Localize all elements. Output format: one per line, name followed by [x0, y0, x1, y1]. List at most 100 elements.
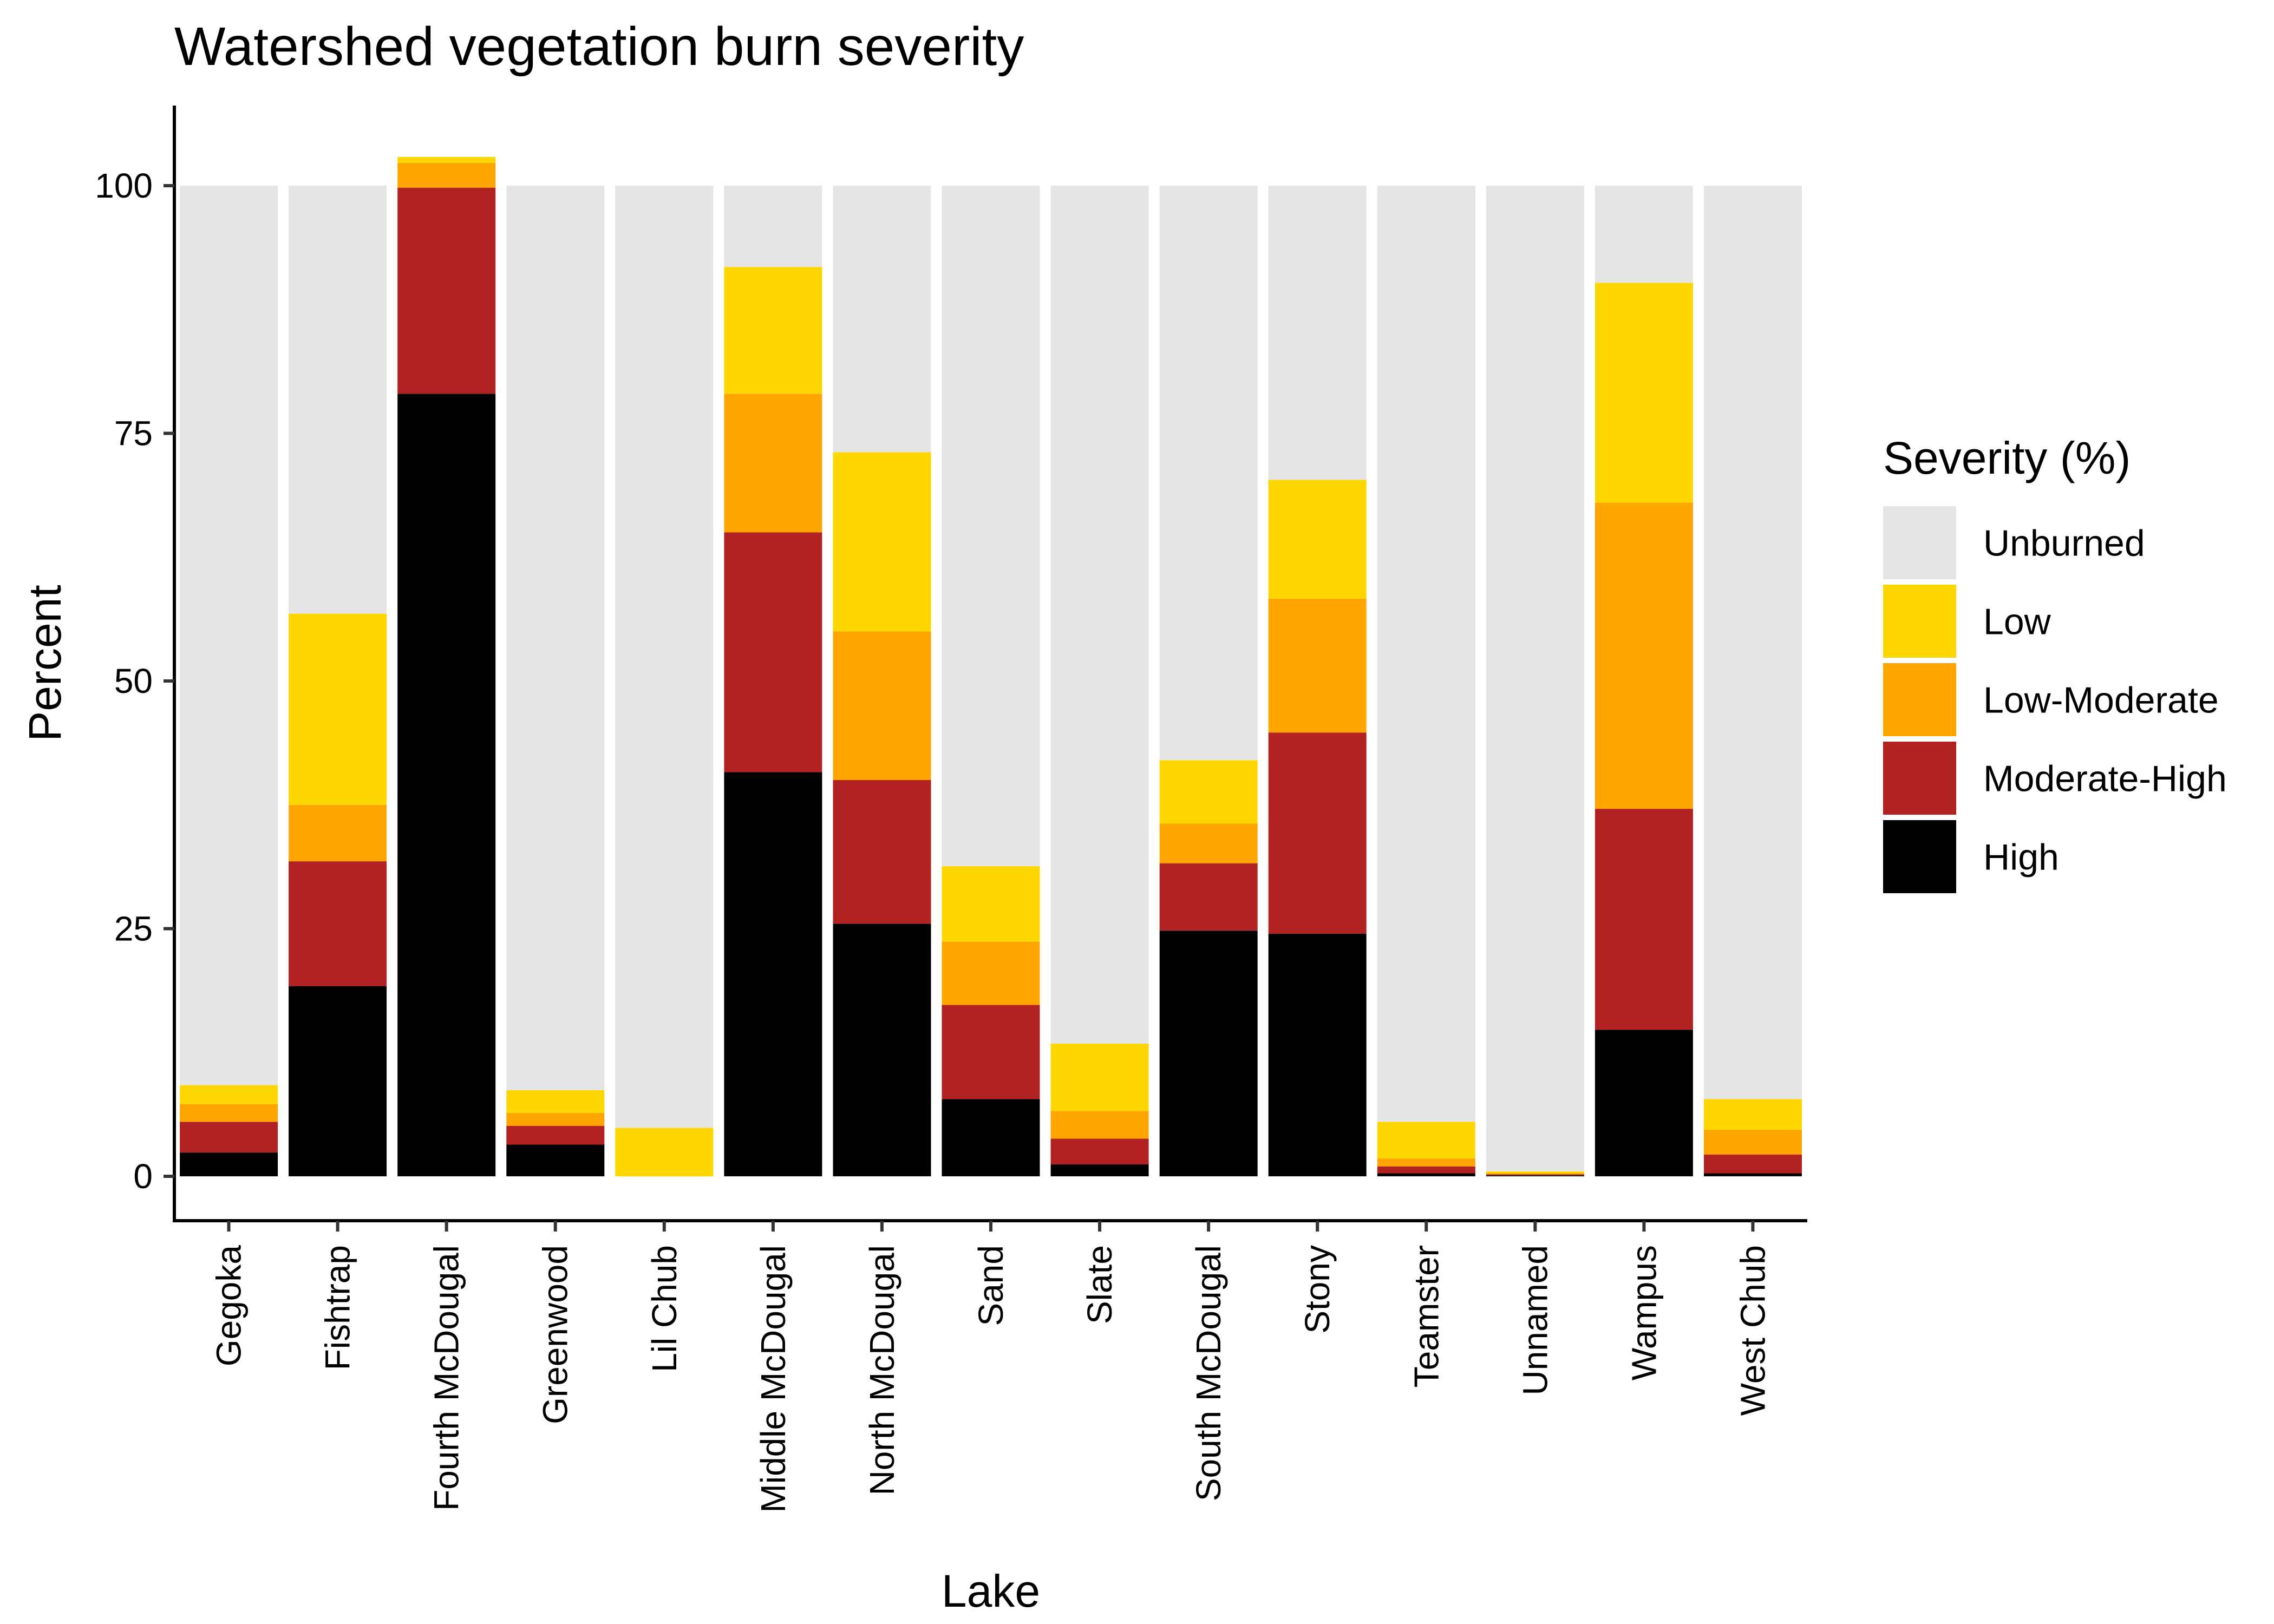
bar-segment-low-moderate-slate	[1050, 1111, 1149, 1139]
legend-title: Severity (%)	[1883, 433, 2131, 483]
legend-label-low: Low	[1983, 601, 2051, 643]
y-axis-title: Percent	[19, 585, 70, 742]
bar-segment-high-stony	[1268, 933, 1367, 1176]
bar-segment-high-middle-mcdougal	[724, 772, 822, 1176]
bar-segment-unburned-greenwood	[506, 186, 605, 1090]
legend-key-unburned	[1883, 506, 1956, 579]
bar-segment-moderate-high-greenwood	[506, 1125, 605, 1145]
bar-segment-unburned-north-mcdougal	[833, 186, 931, 453]
chart-title: Watershed vegetation burn severity	[174, 16, 1024, 77]
bar-segment-low-lil-chub	[615, 1128, 714, 1176]
bar-segment-low-moderate-west-chub	[1704, 1130, 1802, 1155]
y-tick-label: 75	[114, 414, 153, 453]
bar-segment-unburned-slate	[1050, 186, 1149, 1044]
bar-segment-low-west-chub	[1704, 1099, 1802, 1130]
bar-segment-unburned-fishtrap	[289, 186, 387, 614]
x-tick-label: Wampus	[1624, 1245, 1663, 1380]
x-tick-label: Sand	[971, 1245, 1010, 1326]
bar-segment-unburned-middle-mcdougal	[724, 186, 822, 267]
bar-segment-high-north-mcdougal	[833, 924, 931, 1176]
bar-segment-unburned-wampus	[1595, 186, 1693, 283]
bars-layer	[180, 156, 1802, 1176]
bar-segment-high-slate	[1050, 1164, 1149, 1176]
bar-segment-low-unnamed	[1486, 1171, 1584, 1174]
bar-segment-unburned-unnamed	[1486, 186, 1584, 1171]
bar-segment-high-sand	[942, 1099, 1040, 1176]
bar-segment-high-west-chub	[1704, 1173, 1802, 1176]
legend-label-moderate-high: Moderate-High	[1983, 758, 2227, 800]
bar-segment-low-moderate-gegoka	[180, 1104, 278, 1122]
x-ticks-layer: Gegoka Fishtrap Fourth McDougal Greenwood Li…	[210, 1221, 1773, 1512]
x-tick-label: Unnamed	[1515, 1245, 1554, 1396]
x-tick-label: North McDougal	[862, 1245, 901, 1495]
bar-segment-unburned-stony	[1268, 186, 1367, 480]
bar-segment-low-moderate-middle-mcdougal	[724, 394, 822, 533]
x-tick-label: Fourth McDougal	[427, 1245, 466, 1511]
bar-segment-high-teamster	[1377, 1173, 1475, 1176]
bar-segment-unburned-lil-chub	[615, 186, 714, 1128]
bar-segment-low-moderate-wampus	[1595, 502, 1693, 809]
bar-segment-moderate-high-west-chub	[1704, 1154, 1802, 1174]
bar-segment-low-teamster	[1377, 1122, 1475, 1158]
bar-segment-high-gegoka	[180, 1152, 278, 1176]
bar-segment-low-moderate-stony	[1268, 599, 1367, 733]
bar-segment-moderate-high-unnamed	[1486, 1174, 1584, 1176]
x-tick-label: South McDougal	[1189, 1245, 1228, 1501]
legend-key-high	[1883, 820, 1956, 893]
bar-segment-moderate-high-middle-mcdougal	[724, 532, 822, 772]
bar-segment-low-slate	[1050, 1043, 1149, 1111]
bar-segment-moderate-high-north-mcdougal	[833, 780, 931, 924]
x-tick-label: West Chub	[1734, 1245, 1773, 1416]
y-tick-label: 25	[114, 909, 153, 948]
legend-key-low-moderate	[1883, 663, 1956, 736]
bar-segment-moderate-high-sand	[942, 1005, 1040, 1099]
bar-segment-high-south-mcdougal	[1159, 931, 1258, 1176]
x-tick-label: Lil Chub	[645, 1245, 684, 1372]
y-tick-label: 50	[114, 662, 153, 700]
bar-segment-moderate-high-fourth-mcdougal	[397, 187, 496, 394]
y-ticks-layer: 0 25 50 75 100	[95, 166, 174, 1196]
bar-segment-low-stony	[1268, 480, 1367, 599]
bar-segment-low-south-mcdougal	[1159, 760, 1258, 824]
x-tick-label: Fishtrap	[318, 1245, 357, 1370]
bar-segment-low-moderate-north-mcdougal	[833, 631, 931, 780]
bar-segment-low-fishtrap	[289, 613, 387, 805]
legend-label-high: High	[1983, 837, 2059, 878]
bar-segment-low-moderate-fishtrap	[289, 804, 387, 862]
bar-segment-low-wampus	[1595, 283, 1693, 503]
bar-segment-moderate-high-stony	[1268, 732, 1367, 934]
x-tick-label: Gegoka	[210, 1245, 249, 1367]
bar-segment-moderate-high-teamster	[1377, 1166, 1475, 1174]
bar-segment-low-moderate-fourth-mcdougal	[397, 162, 496, 188]
bar-segment-unburned-teamster	[1377, 186, 1475, 1122]
y-tick-label: 0	[133, 1157, 153, 1196]
bar-segment-moderate-high-gegoka	[180, 1122, 278, 1152]
x-axis-title: Lake	[942, 1566, 1040, 1616]
bar-segment-high-unnamed	[1486, 1175, 1584, 1176]
bar-segment-low-moderate-sand	[942, 941, 1040, 1005]
bar-segment-low-fourth-mcdougal	[397, 156, 496, 163]
x-tick-label: Teamster	[1407, 1245, 1446, 1387]
x-tick-label: Stony	[1298, 1245, 1337, 1334]
y-tick-label: 100	[95, 166, 153, 205]
legend: Severity (%) Unburned Low Low-Moderate Mode…	[1883, 433, 2227, 893]
bar-segment-low-north-mcdougal	[833, 452, 931, 632]
bar-segment-unburned-gegoka	[180, 186, 278, 1085]
legend-key-low	[1883, 585, 1956, 658]
bar-segment-unburned-west-chub	[1704, 186, 1802, 1099]
bar-segment-high-wampus	[1595, 1030, 1693, 1176]
legend-label-unburned: Unburned	[1983, 523, 2145, 564]
bar-segment-unburned-south-mcdougal	[1159, 186, 1258, 761]
bar-segment-moderate-high-fishtrap	[289, 861, 387, 986]
bar-segment-low-moderate-greenwood	[506, 1112, 605, 1126]
bar-segment-high-fishtrap	[289, 986, 387, 1176]
bar-segment-low-greenwood	[506, 1090, 605, 1113]
bar-segment-moderate-high-south-mcdougal	[1159, 863, 1258, 931]
bar-segment-low-gegoka	[180, 1085, 278, 1104]
bar-segment-moderate-high-slate	[1050, 1138, 1149, 1165]
legend-key-moderate-high	[1883, 742, 1956, 815]
x-tick-label: Slate	[1080, 1245, 1119, 1324]
x-tick-label: Greenwood	[536, 1245, 575, 1424]
